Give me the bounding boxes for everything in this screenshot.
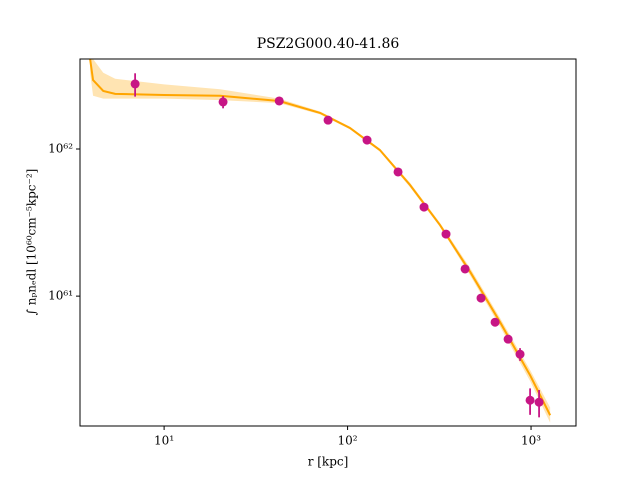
x-tick-label: 10¹ [154,434,174,448]
x-tick-label: 10² [338,434,358,448]
data-point [534,397,544,407]
y-tick-label: 10⁶² [48,142,73,156]
plot-area [89,59,552,423]
data-point [274,96,284,106]
data-point [460,264,470,274]
model-line [89,59,552,416]
y-tick-label: 10⁶¹ [48,289,73,303]
data-point [515,349,525,359]
data-point [476,293,486,303]
model-band [90,59,551,423]
x-tick-label: 10³ [521,434,541,448]
data-point [130,79,140,89]
data-point [490,317,500,327]
y-axis-label: ∫ nₚnₑdl [10⁶⁰cm⁻⁵kpc⁻²] [25,169,39,316]
data-point [525,395,535,405]
axes-frame [79,58,577,427]
data-point [503,334,513,344]
chart-title: PSZ2G000.40-41.86 [257,36,400,52]
data-point [362,135,372,145]
data-point [323,115,333,125]
x-axis-label: r [kpc] [308,455,349,469]
data-point [218,97,228,107]
data-point [393,167,403,177]
data-point [441,229,451,239]
data-point [419,202,429,212]
